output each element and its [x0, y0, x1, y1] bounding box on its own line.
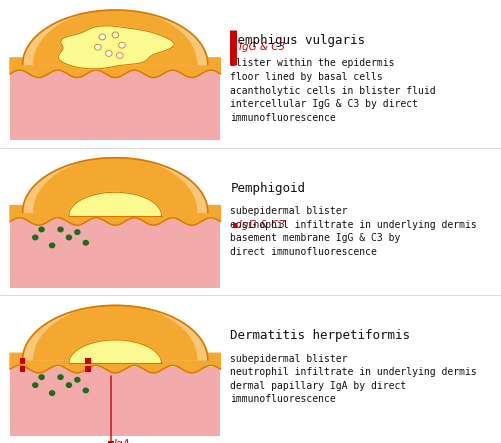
Text: subepidermal blister
neutrophil infiltrate in underlying dermis
dermal papillary: subepidermal blister neutrophil infiltra…: [230, 354, 477, 404]
Circle shape: [75, 230, 80, 234]
Circle shape: [39, 375, 44, 379]
Circle shape: [58, 227, 63, 232]
Text: IgG & C3: IgG & C3: [238, 221, 285, 230]
Circle shape: [50, 243, 55, 248]
Polygon shape: [69, 340, 161, 363]
Circle shape: [119, 42, 125, 48]
Polygon shape: [69, 192, 161, 216]
Text: Dermatitis herpetiformis: Dermatitis herpetiformis: [230, 329, 410, 342]
Bar: [85, 366, 91, 372]
Circle shape: [33, 383, 38, 387]
Circle shape: [66, 235, 72, 240]
Polygon shape: [34, 158, 197, 212]
Circle shape: [83, 241, 88, 245]
Circle shape: [112, 32, 119, 38]
Bar: [85, 358, 91, 364]
Circle shape: [95, 44, 101, 50]
Circle shape: [39, 227, 44, 232]
Polygon shape: [10, 353, 220, 373]
Polygon shape: [58, 26, 174, 69]
Circle shape: [66, 383, 72, 387]
Circle shape: [83, 388, 88, 392]
Circle shape: [116, 53, 123, 58]
Text: Pemphigus vulgaris: Pemphigus vulgaris: [230, 34, 365, 47]
Polygon shape: [34, 306, 197, 360]
Bar: [233, 222, 237, 229]
Bar: [20, 366, 26, 372]
Bar: [10, 366, 220, 435]
Text: blister within the epidermis
floor lined by basal cells
acantholytic cells in bl: blister within the epidermis floor lined…: [230, 58, 436, 123]
Polygon shape: [10, 206, 220, 225]
Bar: [20, 358, 26, 364]
Text: subepidermal blister
eosinophil infiltrate in underlying dermis
basement membran: subepidermal blister eosinophil infiltra…: [230, 206, 477, 257]
Polygon shape: [10, 58, 220, 78]
Polygon shape: [23, 10, 208, 65]
Circle shape: [106, 51, 112, 56]
Text: Pemphigoid: Pemphigoid: [230, 182, 306, 194]
Circle shape: [75, 377, 80, 382]
Text: IgG & C3: IgG & C3: [239, 42, 285, 52]
Polygon shape: [23, 305, 208, 360]
Bar: [10, 219, 220, 288]
Circle shape: [58, 375, 63, 379]
Circle shape: [99, 34, 106, 40]
Bar: [10, 71, 220, 140]
Polygon shape: [34, 11, 197, 65]
Circle shape: [50, 391, 55, 395]
Text: IgA: IgA: [114, 439, 131, 443]
Polygon shape: [23, 158, 208, 212]
Circle shape: [33, 235, 38, 240]
Bar: [108, 441, 114, 443]
